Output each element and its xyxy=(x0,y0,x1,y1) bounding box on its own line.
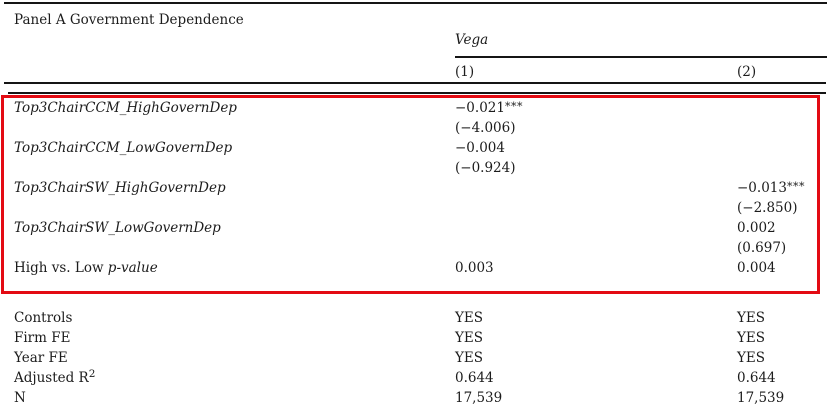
table-row: (−4.006) xyxy=(0,118,830,138)
cell-col1: YES xyxy=(455,330,484,346)
variable-name: Top3ChairSW_HighGovernDep xyxy=(14,180,226,196)
cell-col1: (−4.006) xyxy=(455,120,516,136)
header-rule-upper xyxy=(4,81,826,84)
row-label: High vs. Low p-value xyxy=(14,260,158,276)
column-header-2: (2) xyxy=(737,64,757,80)
row-label: Top3ChairCCM_HighGovernDep xyxy=(0,98,455,118)
table-row: Year FE YES YES xyxy=(0,348,830,368)
cell-col1 xyxy=(455,218,737,238)
row-label: Controls xyxy=(14,310,73,326)
cell-col2: 17,539 xyxy=(737,390,785,406)
row-label: Top3ChairSW_LowGovernDep xyxy=(0,218,455,238)
table-row: Top3ChairCCM_LowGovernDep −0.004 xyxy=(0,138,830,158)
variable-name: Top3ChairCCM_HighGovernDep xyxy=(14,100,237,116)
cell-col2: 0.644 xyxy=(737,370,776,386)
cell-col1 xyxy=(455,198,737,218)
row-label: N xyxy=(14,390,26,406)
cell-col2 xyxy=(737,98,830,118)
variable-name: Top3ChairCCM_LowGovernDep xyxy=(14,140,233,156)
significance-stars: *** xyxy=(504,100,523,113)
row-label: Year FE xyxy=(14,350,68,366)
panel-title: Panel A Government Dependence xyxy=(14,12,244,28)
cell-col1: −0.004 xyxy=(455,140,505,156)
row-label xyxy=(0,118,455,138)
row-label: Top3ChairCCM_LowGovernDep xyxy=(0,138,455,158)
cell-col2 xyxy=(737,138,830,158)
cell-col2: (0.697) xyxy=(737,240,787,256)
cell-col1: −0.021*** xyxy=(455,100,523,116)
row-label: Firm FE xyxy=(14,330,71,346)
cell-col2 xyxy=(737,118,830,138)
table-row: Adjusted R2 0.644 0.644 xyxy=(0,368,830,388)
cell-col1: YES xyxy=(455,310,484,326)
cell-col2: YES xyxy=(737,350,766,366)
cell-col1 xyxy=(455,238,737,258)
cell-col2: 0.004 xyxy=(737,260,776,276)
variable-name: p-value xyxy=(107,260,158,276)
dependent-variable-underline xyxy=(455,56,827,58)
dependent-variable-header: Vega xyxy=(455,32,489,48)
statistics-rows: Controls YES YES Firm FE YES YES Year FE… xyxy=(0,308,830,408)
table-row: N 17,539 17,539 xyxy=(0,388,830,408)
cell-col1: 17,539 xyxy=(455,390,503,406)
superscript-2: 2 xyxy=(88,368,96,380)
row-label xyxy=(0,238,455,258)
table-row: (−0.924) xyxy=(0,158,830,178)
cell-col2 xyxy=(737,158,830,178)
table-row: Top3ChairCCM_HighGovernDep −0.021*** xyxy=(0,98,830,118)
cell-col2: YES xyxy=(737,330,766,346)
column-header-1: (1) xyxy=(455,64,475,80)
cell-col1: 0.644 xyxy=(455,370,494,386)
cell-col1: 0.003 xyxy=(455,260,494,276)
row-label xyxy=(0,158,455,178)
table-row: High vs. Low p-value 0.003 0.004 xyxy=(0,258,830,278)
table-row: Controls YES YES xyxy=(0,308,830,328)
row-label: Top3ChairSW_HighGovernDep xyxy=(0,178,455,198)
cell-col2: (−2.850) xyxy=(737,200,798,216)
cell-col2: YES xyxy=(737,310,766,326)
table-row: (0.697) xyxy=(0,238,830,258)
row-label: Adjusted R2 xyxy=(14,368,96,386)
coefficient-rows: Top3ChairCCM_HighGovernDep −0.021*** (−4… xyxy=(0,98,830,278)
table-row: Firm FE YES YES xyxy=(0,328,830,348)
variable-name: Top3ChairSW_LowGovernDep xyxy=(14,220,221,236)
cell-col1: YES xyxy=(455,350,484,366)
row-label xyxy=(0,198,455,218)
significance-stars: *** xyxy=(786,180,805,193)
table-row: Top3ChairSW_HighGovernDep −0.013*** xyxy=(0,178,830,198)
cell-col1: (−0.924) xyxy=(455,160,516,176)
cell-col2: −0.013*** xyxy=(737,180,805,196)
table-top-rule xyxy=(4,2,827,4)
header-rule-lower xyxy=(8,92,826,94)
cell-col2: 0.002 xyxy=(737,220,776,236)
table-row: Top3ChairSW_LowGovernDep 0.002 xyxy=(0,218,830,238)
cell-col1 xyxy=(455,178,737,198)
table-row: (−2.850) xyxy=(0,198,830,218)
